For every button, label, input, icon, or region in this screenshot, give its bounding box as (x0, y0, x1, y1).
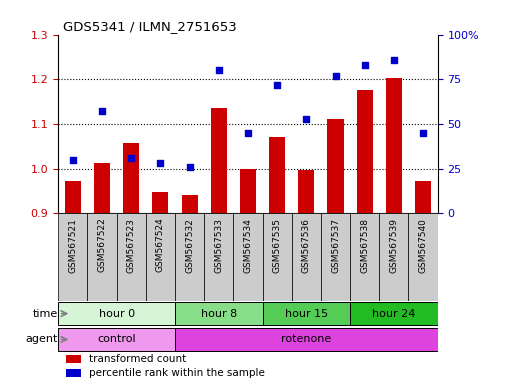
FancyBboxPatch shape (291, 214, 320, 301)
Bar (385, 78, 401, 214)
Bar (269, 137, 285, 214)
Text: control: control (97, 334, 136, 344)
FancyBboxPatch shape (175, 302, 262, 325)
FancyBboxPatch shape (379, 214, 408, 301)
FancyBboxPatch shape (408, 214, 437, 301)
Point (214, 67, 222, 73)
Point (273, 81, 281, 88)
Text: hour 15: hour 15 (284, 309, 327, 319)
FancyBboxPatch shape (58, 328, 175, 351)
FancyBboxPatch shape (262, 214, 291, 301)
FancyBboxPatch shape (349, 302, 437, 325)
FancyBboxPatch shape (58, 302, 175, 325)
Text: agent: agent (26, 334, 58, 344)
Text: GSM567524: GSM567524 (156, 218, 165, 272)
Bar (356, 90, 372, 214)
Bar (94, 163, 110, 214)
Text: GSM567521: GSM567521 (68, 218, 77, 273)
Point (98, 108, 106, 114)
Point (301, 116, 310, 122)
Text: GSM567536: GSM567536 (301, 218, 310, 273)
Point (127, 155, 135, 161)
Text: GDS5341 / ILMN_2751653: GDS5341 / ILMN_2751653 (63, 20, 236, 33)
Point (331, 73, 339, 79)
Bar (181, 195, 197, 214)
FancyBboxPatch shape (349, 214, 379, 301)
Point (69, 157, 77, 163)
Point (156, 160, 164, 166)
Bar (414, 181, 430, 214)
FancyBboxPatch shape (175, 328, 437, 351)
Text: GSM567538: GSM567538 (360, 218, 369, 273)
Text: GSM567539: GSM567539 (389, 218, 397, 273)
Bar (65, 181, 81, 214)
Point (243, 130, 251, 136)
Text: hour 8: hour 8 (200, 309, 236, 319)
Text: GSM567540: GSM567540 (418, 218, 427, 273)
FancyBboxPatch shape (233, 214, 262, 301)
Text: transformed count: transformed count (88, 354, 185, 364)
Text: GSM567535: GSM567535 (272, 218, 281, 273)
Bar (123, 143, 139, 214)
Text: GSM567522: GSM567522 (97, 218, 106, 272)
Bar (327, 119, 343, 214)
Point (418, 130, 426, 136)
Bar (66, 355, 81, 364)
Text: percentile rank within the sample: percentile rank within the sample (88, 368, 264, 378)
Point (389, 56, 397, 63)
FancyBboxPatch shape (87, 214, 116, 301)
FancyBboxPatch shape (320, 214, 349, 301)
FancyBboxPatch shape (204, 214, 233, 301)
Text: GSM567523: GSM567523 (126, 218, 135, 273)
Bar (298, 170, 314, 214)
Text: GSM567537: GSM567537 (330, 218, 339, 273)
Bar (152, 192, 168, 214)
Text: GSM567532: GSM567532 (185, 218, 194, 273)
FancyBboxPatch shape (116, 214, 145, 301)
Bar (239, 169, 256, 214)
Text: hour 0: hour 0 (98, 309, 134, 319)
Text: GSM567533: GSM567533 (214, 218, 223, 273)
FancyBboxPatch shape (262, 302, 349, 325)
Bar (66, 369, 81, 377)
Text: hour 24: hour 24 (372, 309, 415, 319)
Bar (210, 108, 226, 214)
Text: GSM567534: GSM567534 (243, 218, 252, 273)
Point (185, 164, 193, 170)
FancyBboxPatch shape (145, 214, 175, 301)
Text: time: time (33, 309, 58, 319)
Text: rotenone: rotenone (281, 334, 331, 344)
FancyBboxPatch shape (175, 214, 204, 301)
Point (360, 62, 368, 68)
FancyBboxPatch shape (58, 214, 87, 301)
